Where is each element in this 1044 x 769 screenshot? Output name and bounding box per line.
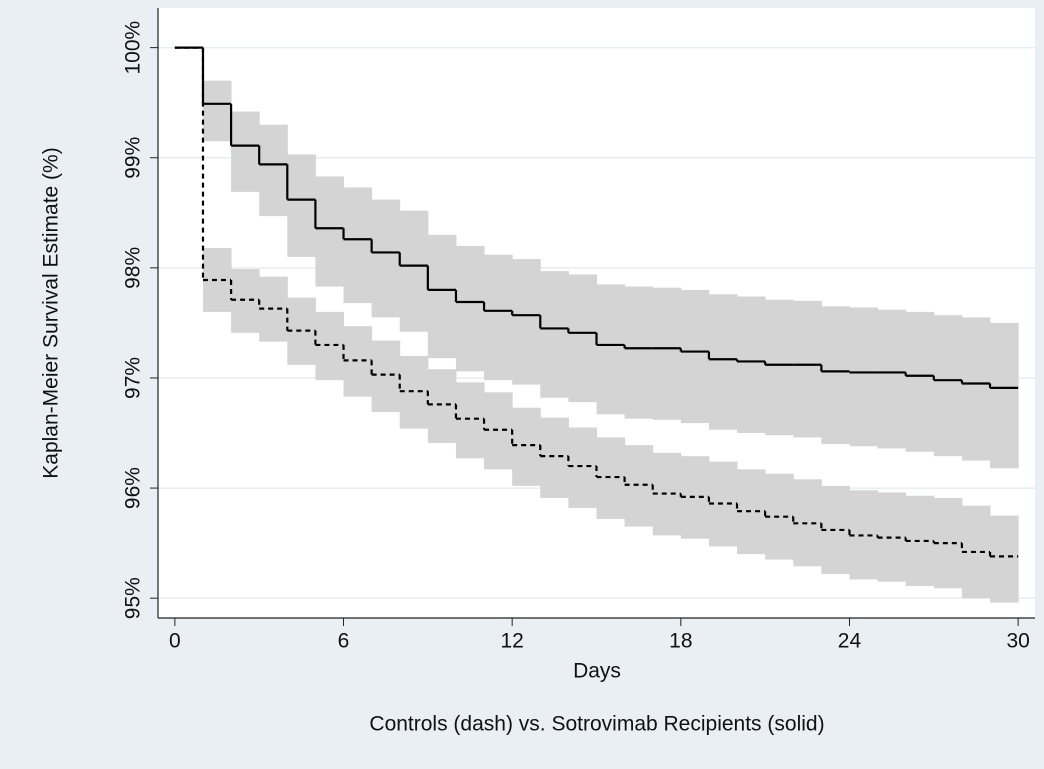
confidence-band bbox=[399, 210, 429, 332]
confidence-band bbox=[287, 154, 316, 257]
confidence-band bbox=[624, 286, 654, 419]
y-tick-label: 97% bbox=[122, 357, 145, 399]
y-tick-label: 98% bbox=[122, 247, 145, 289]
confidence-band bbox=[512, 407, 541, 486]
confidence-band bbox=[455, 382, 485, 459]
confidence-band bbox=[343, 326, 373, 397]
confidence-band bbox=[484, 254, 513, 381]
confidence-band bbox=[231, 268, 260, 333]
confidence-band bbox=[427, 369, 457, 443]
confidence-band bbox=[905, 311, 935, 452]
confidence-band bbox=[737, 296, 766, 434]
confidence-band bbox=[259, 124, 288, 217]
confidence-band bbox=[399, 355, 429, 429]
confidence-band bbox=[849, 307, 879, 447]
confidence-band bbox=[652, 287, 682, 420]
x-tick-label: 6 bbox=[338, 630, 350, 653]
confidence-band bbox=[596, 437, 626, 519]
confidence-band bbox=[596, 284, 626, 415]
y-axis-title: Kaplan-Meier Survival Estimate (%) bbox=[40, 147, 63, 478]
confidence-band bbox=[371, 340, 401, 413]
confidence-band bbox=[371, 199, 401, 318]
confidence-band bbox=[231, 111, 260, 192]
confidence-band bbox=[708, 294, 738, 430]
confidence-band bbox=[455, 245, 485, 372]
y-tick-label: 99% bbox=[122, 137, 145, 179]
confidence-band bbox=[765, 299, 794, 436]
x-tick-label: 30 bbox=[1006, 630, 1029, 653]
x-tick-label: 0 bbox=[169, 630, 181, 653]
confidence-band bbox=[315, 311, 345, 381]
confidence-band bbox=[990, 322, 1019, 469]
x-tick-label: 18 bbox=[669, 630, 692, 653]
confidence-band bbox=[877, 309, 907, 449]
confidence-band bbox=[568, 427, 597, 508]
confidence-band bbox=[624, 445, 654, 527]
confidence-band bbox=[540, 271, 569, 398]
x-tick-label: 12 bbox=[500, 630, 523, 653]
confidence-band bbox=[484, 392, 513, 470]
confidence-band bbox=[315, 176, 345, 287]
x-tick-label: 24 bbox=[838, 630, 862, 653]
confidence-band bbox=[427, 234, 457, 359]
y-tick-label: 96% bbox=[122, 467, 145, 509]
confidence-band bbox=[961, 317, 991, 461]
y-tick-label: 100% bbox=[122, 21, 145, 75]
confidence-band bbox=[540, 417, 569, 498]
note: Controls (dash) vs. Sotrovimab Recipient… bbox=[369, 713, 824, 736]
y-tick-label: 95% bbox=[122, 577, 145, 619]
confidence-band bbox=[933, 315, 963, 457]
confidence-band bbox=[821, 306, 850, 445]
confidence-band bbox=[990, 515, 1019, 603]
confidence-band bbox=[343, 187, 373, 304]
confidence-band bbox=[793, 300, 822, 438]
confidence-band bbox=[202, 80, 232, 142]
confidence-band bbox=[568, 274, 597, 403]
confidence-band bbox=[680, 289, 710, 424]
x-axis-title: Days bbox=[573, 660, 621, 683]
confidence-band bbox=[512, 259, 541, 385]
